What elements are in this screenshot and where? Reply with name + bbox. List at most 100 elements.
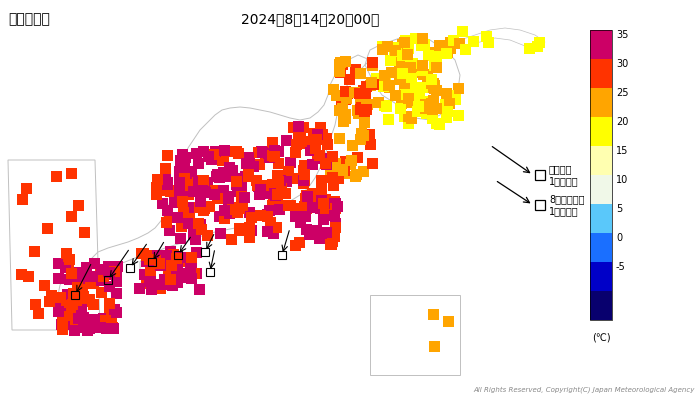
Bar bbox=[265, 188, 276, 199]
Bar bbox=[176, 272, 187, 283]
Bar bbox=[186, 252, 197, 263]
Bar bbox=[354, 88, 365, 99]
Bar bbox=[314, 233, 325, 244]
Bar bbox=[300, 197, 311, 208]
Bar bbox=[219, 205, 230, 216]
Bar bbox=[414, 103, 426, 114]
Bar bbox=[423, 80, 434, 91]
Bar bbox=[61, 248, 72, 259]
Bar bbox=[190, 247, 202, 258]
Bar bbox=[227, 164, 238, 176]
Bar bbox=[103, 266, 113, 277]
Bar bbox=[154, 258, 165, 269]
Bar bbox=[443, 90, 454, 101]
Bar bbox=[440, 99, 451, 110]
Bar bbox=[231, 146, 241, 156]
Bar bbox=[253, 181, 264, 192]
Bar bbox=[350, 171, 361, 182]
Bar bbox=[231, 178, 241, 190]
Bar bbox=[321, 159, 332, 170]
Bar bbox=[188, 186, 199, 197]
Bar bbox=[42, 222, 53, 234]
Bar bbox=[56, 319, 66, 330]
Bar bbox=[382, 114, 393, 124]
Bar bbox=[333, 105, 344, 116]
Bar bbox=[337, 103, 348, 114]
Bar bbox=[394, 63, 405, 74]
Bar bbox=[308, 128, 319, 139]
Text: 25: 25 bbox=[616, 88, 629, 98]
Bar bbox=[361, 99, 372, 110]
Bar bbox=[340, 112, 351, 124]
Bar bbox=[85, 271, 96, 282]
Bar bbox=[355, 134, 366, 145]
Bar bbox=[67, 310, 78, 321]
Bar bbox=[257, 147, 268, 158]
Bar bbox=[288, 122, 299, 133]
Bar bbox=[400, 35, 411, 46]
Bar bbox=[423, 50, 434, 61]
Bar bbox=[278, 251, 286, 259]
Bar bbox=[346, 140, 358, 151]
Bar bbox=[177, 191, 188, 202]
Bar bbox=[481, 31, 492, 42]
Bar bbox=[151, 188, 162, 200]
Bar bbox=[159, 254, 170, 266]
Bar bbox=[88, 299, 99, 310]
Bar bbox=[73, 267, 83, 278]
Bar bbox=[334, 59, 345, 70]
Bar bbox=[281, 176, 292, 187]
Bar bbox=[319, 229, 330, 240]
Bar bbox=[161, 250, 172, 261]
Bar bbox=[152, 174, 163, 185]
Bar bbox=[302, 203, 312, 214]
Bar bbox=[341, 92, 352, 103]
Bar bbox=[320, 158, 331, 169]
Bar bbox=[299, 174, 310, 186]
Bar bbox=[399, 37, 409, 48]
Bar bbox=[414, 93, 425, 104]
Bar bbox=[171, 253, 181, 264]
Bar bbox=[209, 189, 220, 200]
Bar bbox=[483, 37, 494, 48]
Bar bbox=[174, 251, 182, 259]
Bar bbox=[175, 233, 186, 244]
Bar bbox=[66, 268, 77, 279]
Bar bbox=[96, 275, 107, 286]
Bar bbox=[406, 72, 416, 83]
Bar bbox=[321, 194, 331, 205]
Bar bbox=[396, 58, 407, 68]
Bar bbox=[285, 200, 296, 211]
Bar bbox=[403, 43, 414, 54]
Bar bbox=[22, 271, 34, 282]
Bar bbox=[270, 190, 281, 201]
Bar bbox=[329, 231, 340, 242]
Bar bbox=[299, 136, 309, 147]
Bar bbox=[533, 37, 545, 48]
Bar bbox=[95, 316, 106, 327]
Bar bbox=[403, 111, 414, 122]
Bar bbox=[144, 254, 155, 265]
Bar bbox=[416, 66, 428, 76]
Bar bbox=[141, 256, 152, 267]
Bar bbox=[590, 88, 612, 117]
Bar bbox=[416, 60, 428, 72]
Bar bbox=[380, 71, 391, 82]
Bar bbox=[441, 88, 452, 99]
Bar bbox=[63, 319, 74, 330]
Bar bbox=[374, 78, 386, 89]
Bar bbox=[174, 176, 185, 188]
Bar bbox=[358, 166, 370, 178]
Bar bbox=[314, 200, 324, 212]
Bar bbox=[255, 210, 265, 221]
Bar bbox=[368, 79, 379, 90]
Bar bbox=[219, 144, 230, 156]
Bar bbox=[265, 152, 275, 163]
Bar bbox=[215, 150, 226, 161]
Bar bbox=[219, 213, 230, 224]
Bar bbox=[421, 82, 432, 93]
Bar bbox=[39, 280, 50, 291]
Bar bbox=[141, 250, 152, 261]
Bar bbox=[361, 99, 372, 110]
Bar bbox=[236, 181, 247, 192]
